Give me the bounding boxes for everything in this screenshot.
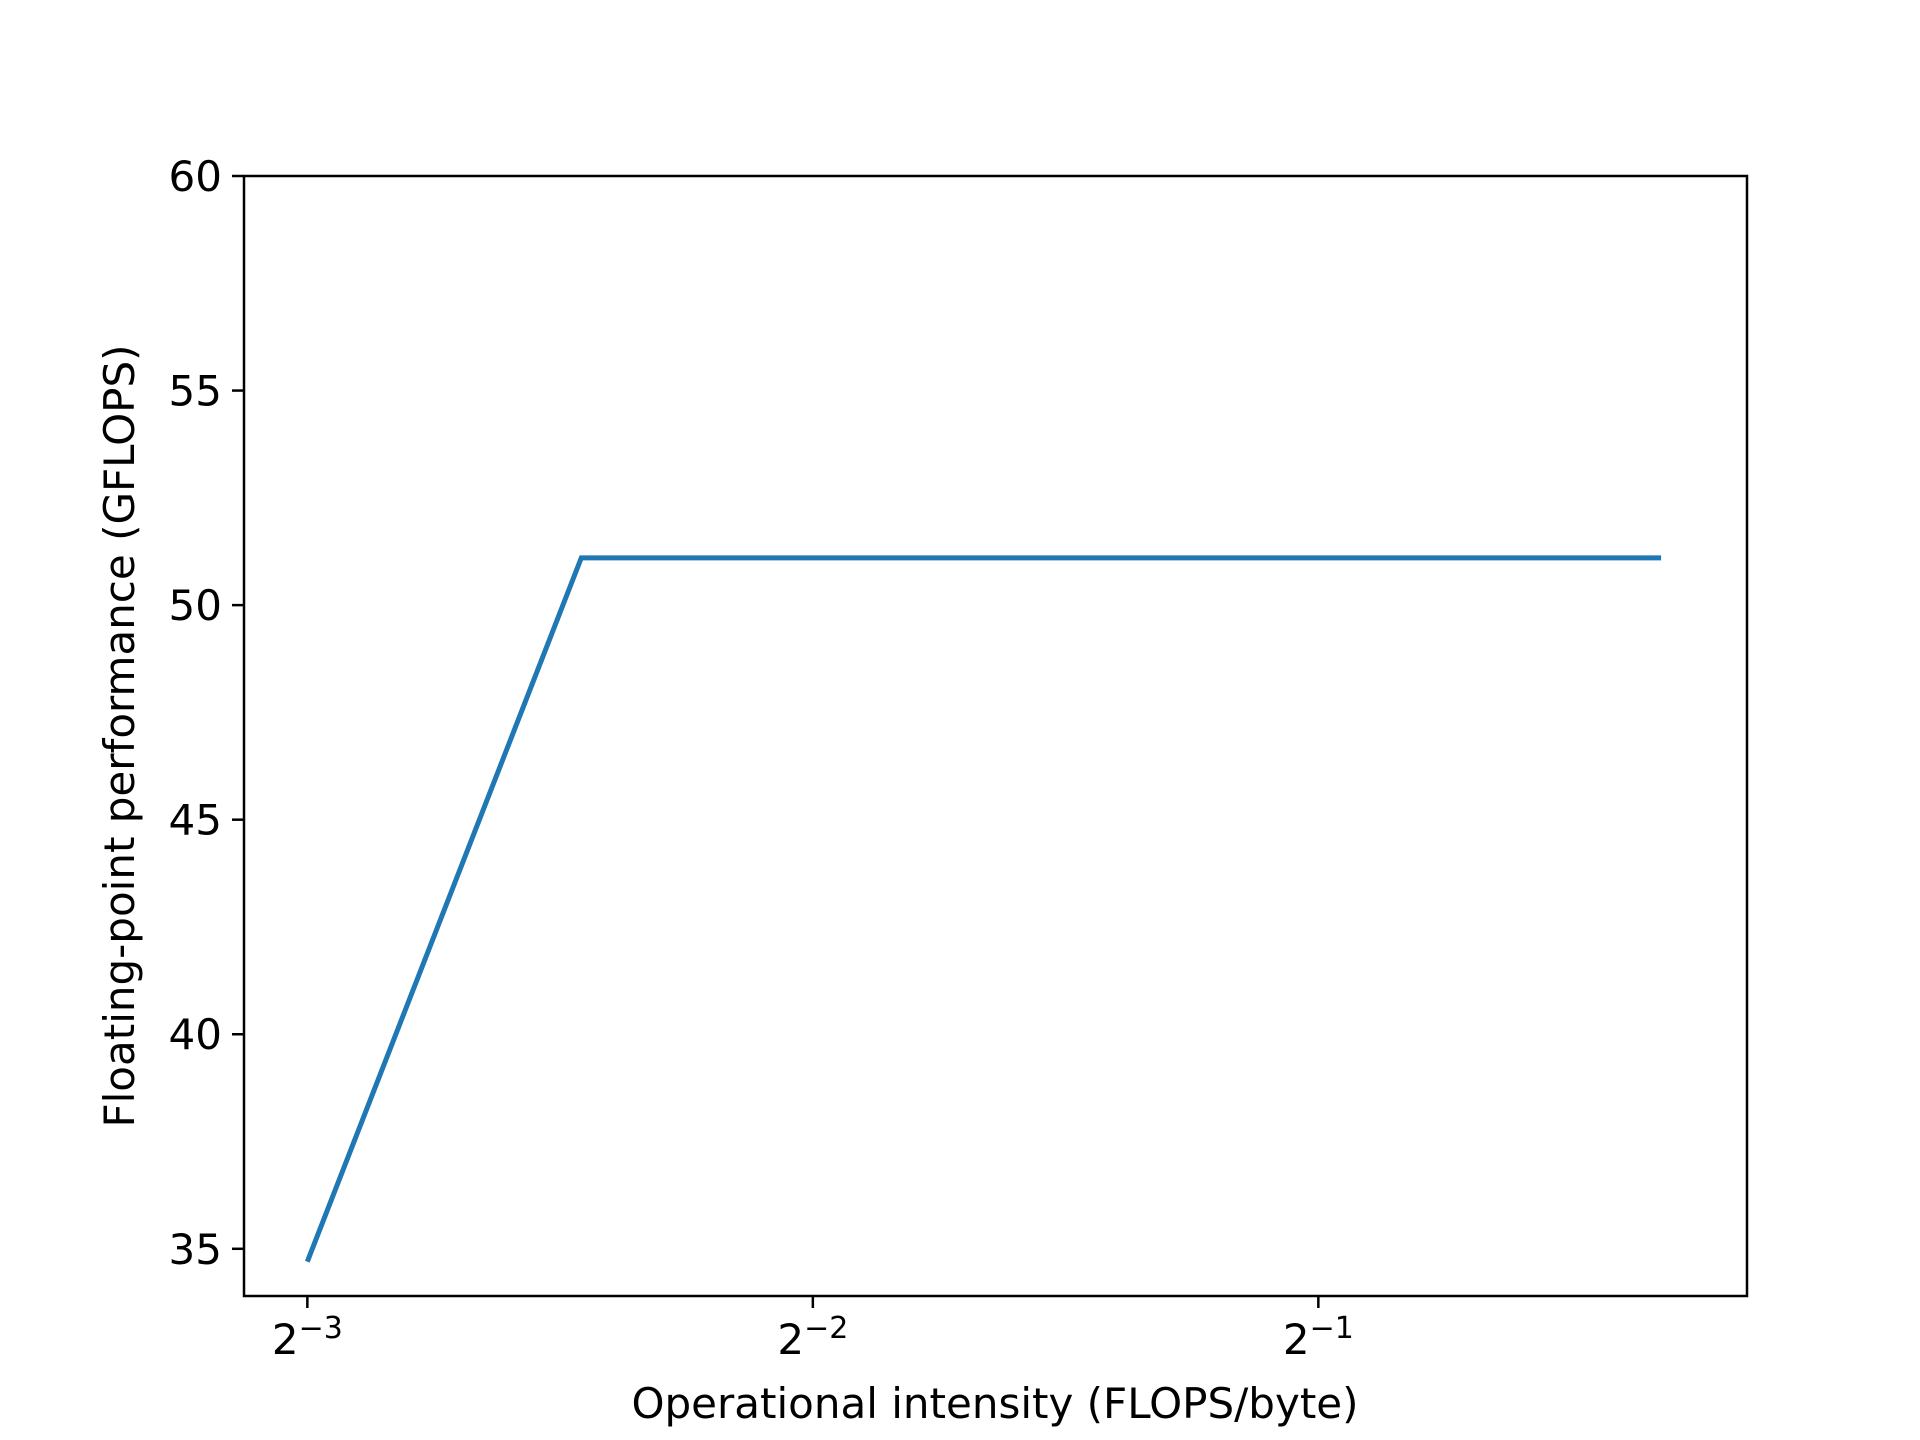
x-tick-label: 2−2 xyxy=(777,1311,848,1364)
plot-frame xyxy=(242,174,1749,1298)
x-tick-label: 2−1 xyxy=(1283,1311,1354,1364)
x-tick-label: 2−3 xyxy=(272,1311,343,1364)
y-tick-label: 45 xyxy=(169,796,222,845)
x-axis-label: Operational intensity (FLOPS/byte) xyxy=(631,1379,1358,1428)
y-tick-label: 55 xyxy=(169,367,222,416)
y-tick-label: 60 xyxy=(169,152,222,201)
y-axis-label: Floating-point performance (GFLOPS) xyxy=(95,344,144,1127)
y-tick-label: 35 xyxy=(169,1225,222,1274)
y-tick-label: 50 xyxy=(169,581,222,630)
series-line-0 xyxy=(304,555,1662,1263)
y-tick-label: 40 xyxy=(169,1010,222,1059)
